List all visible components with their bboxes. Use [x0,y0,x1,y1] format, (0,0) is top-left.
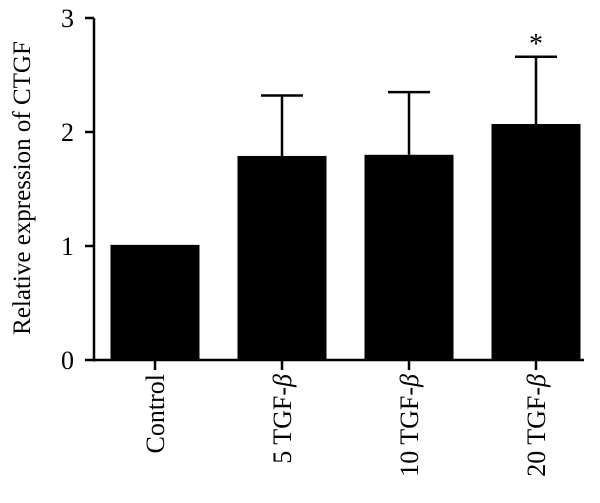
beta-symbol: β [395,374,424,388]
x-tick-labels: Control 5 TGF-β 10 TGF-β 20 TGF-β [141,374,551,477]
bar [491,124,581,361]
y-tick-label: 3 [61,4,74,33]
y-tick-label: 1 [61,232,74,261]
bar [364,154,454,360]
error-bars [261,55,557,156]
x-tick-label: 10 TGF-β [395,374,424,477]
beta-symbol: β [268,374,297,388]
x-tick-label: 20 TGF-β [522,374,551,477]
y-tick-label: 0 [61,346,74,375]
y-axis-label: Relative expression of CTGF [9,41,36,335]
x-tick-label: 5 TGF-β [268,374,297,464]
significance-marker: * [529,29,543,60]
x-tick-label: Control [141,374,170,453]
bars [110,124,581,361]
bar [110,244,200,360]
bar [237,155,327,360]
annotations: * [529,29,543,60]
beta-symbol: β [522,374,551,388]
y-tick-label: 2 [61,118,74,147]
